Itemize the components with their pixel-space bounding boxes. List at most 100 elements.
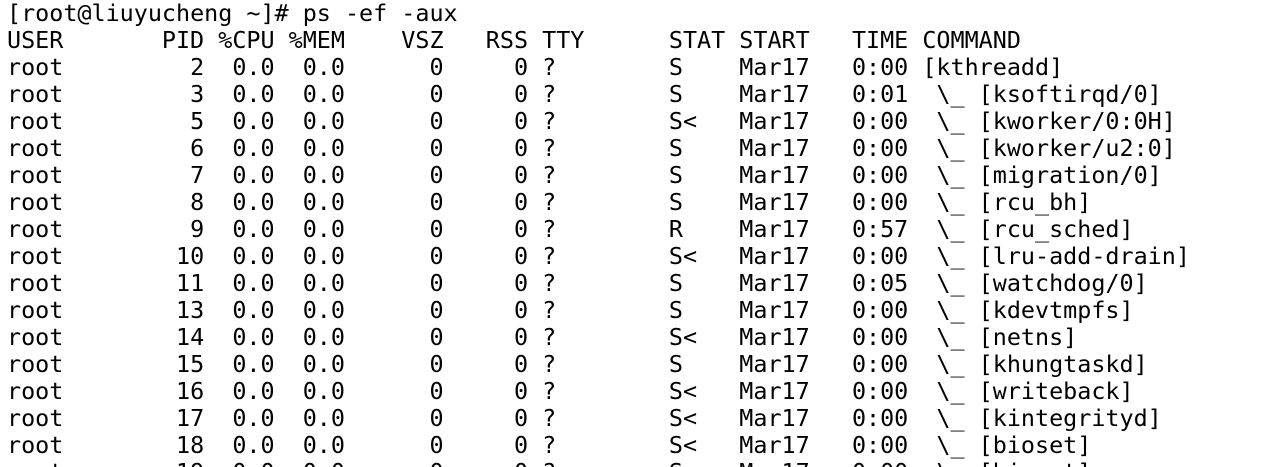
tty: ? <box>542 107 557 135</box>
tty: ? <box>542 80 557 108</box>
cpu: 0.0 <box>232 242 275 270</box>
pid: 17 <box>175 404 205 432</box>
vsz: 0 <box>429 459 443 467</box>
vsz: 0 <box>429 134 444 162</box>
pid: 6 <box>190 134 205 162</box>
pid: 10 <box>175 242 205 270</box>
vsz: VSZ <box>401 26 444 54</box>
vsz: 0 <box>429 188 444 216</box>
vsz: 0 <box>429 53 444 81</box>
time: 0:00 <box>851 404 909 432</box>
cpu: 0.0 <box>232 80 275 108</box>
cpu: 0.0 <box>232 431 275 459</box>
mem: 0.0 <box>302 296 345 324</box>
time: 0:00 <box>851 161 909 189</box>
mem: 0.0 <box>302 269 345 297</box>
process-row: root 6 0.0 0.0 0 0? S Mar17 0:00 \_ [kworker/u2:… <box>7 135 1286 162</box>
stat: S< <box>668 377 698 405</box>
cpu: 0.0 <box>232 323 275 351</box>
command: \_ [netns] <box>922 323 1078 351</box>
process-row: root 13 0.0 0.0 0 0? S Mar17 0:00 \_ [kdevtmpfs] <box>7 297 1286 324</box>
tty: TTY <box>542 26 585 54</box>
start: Mar17 <box>739 242 810 270</box>
start: Mar17 <box>739 350 810 378</box>
pid: 7 <box>190 161 205 189</box>
cpu: 0.0 <box>232 377 275 405</box>
tty: ? <box>542 161 557 189</box>
rss: 0 <box>513 242 529 270</box>
rss: 0 <box>513 377 529 405</box>
command: \_ [kdevtmpfs] <box>922 296 1134 324</box>
user: root <box>7 161 64 189</box>
start: Mar17 <box>739 323 810 351</box>
start: Mar17 <box>739 80 810 108</box>
vsz: 0 <box>429 161 444 189</box>
start: Mar17 <box>739 53 810 81</box>
rss: RSS <box>485 26 529 54</box>
start: Mar17 <box>739 459 809 467</box>
user: USER <box>7 26 64 54</box>
process-row: root 11 0.0 0.0 0 0? S Mar17 0:05 \_ [watchdog/0… <box>7 270 1286 297</box>
start: Mar17 <box>739 377 810 405</box>
cpu: 0.0 <box>232 188 275 216</box>
pid: 16 <box>175 377 205 405</box>
user: root <box>7 269 64 297</box>
start: Mar17 <box>739 404 810 432</box>
vsz: 0 <box>429 80 444 108</box>
time: 0:00 <box>851 323 909 351</box>
rss: 0 <box>513 80 529 108</box>
pid: 18 <box>175 431 205 459</box>
command: \_ [kworker/u2:0] <box>922 134 1176 162</box>
tty: ? <box>542 350 557 378</box>
time: 0:00 <box>851 188 909 216</box>
process-row: root 3 0.0 0.0 0 0? S Mar17 0:01 \_ [ksoftirqd/0… <box>7 81 1286 108</box>
user: root <box>7 323 64 351</box>
rss: 0 <box>513 296 529 324</box>
pid: 5 <box>190 107 205 135</box>
user: root <box>7 377 64 405</box>
rss: 0 <box>513 350 529 378</box>
tty: ? <box>542 323 557 351</box>
user: root <box>7 80 64 108</box>
mem: 0.0 <box>302 323 345 351</box>
process-row: root 10 0.0 0.0 0 0? S< Mar17 0:00 \_ [lru-add-d… <box>7 243 1286 270</box>
mem: 0.0 <box>302 350 345 378</box>
cpu: 0.0 <box>232 134 275 162</box>
pid: 11 <box>175 269 205 297</box>
cpu: 0.0 <box>232 404 275 432</box>
rss: 0 <box>513 188 529 216</box>
pid: 8 <box>190 188 205 216</box>
stat: S <box>668 134 683 162</box>
rss: 0 <box>513 134 529 162</box>
pid: 14 <box>175 323 205 351</box>
time: 0:01 <box>851 80 909 108</box>
vsz: 0 <box>429 215 444 243</box>
mem: 0.0 <box>302 215 345 243</box>
command: \_ [watchdog/0] <box>922 269 1148 297</box>
rss: 0 <box>513 404 529 432</box>
user: root <box>7 404 64 432</box>
stat: S< <box>668 404 698 432</box>
stat: S <box>668 53 683 81</box>
cpu: 0.0 <box>232 107 275 135</box>
start: Mar17 <box>739 107 810 135</box>
command: \_ [khungtaskd] <box>922 350 1148 378</box>
process-row: root 2 0.0 0.0 0 0? S Mar17 0:00 [kthreadd] <box>7 54 1286 81</box>
start: START <box>739 26 810 54</box>
tty: ? <box>542 188 557 216</box>
tty: ? <box>542 459 556 467</box>
time: 0:05 <box>851 269 909 297</box>
pid: 9 <box>190 215 205 243</box>
rss: 0 <box>513 323 529 351</box>
vsz: 0 <box>429 404 444 432</box>
mem: 0.0 <box>302 377 345 405</box>
time: 0:00 <box>851 377 909 405</box>
process-row: root 9 0.0 0.0 0 0? R Mar17 0:57 \_ [rcu_sched] <box>7 216 1286 243</box>
pid: 3 <box>190 80 205 108</box>
time: 0:00 <box>851 53 909 81</box>
time: 0:00 <box>851 134 909 162</box>
cpu: 0.0 <box>232 459 274 467</box>
time: 0:00 <box>851 350 909 378</box>
stat: S< <box>668 431 698 459</box>
